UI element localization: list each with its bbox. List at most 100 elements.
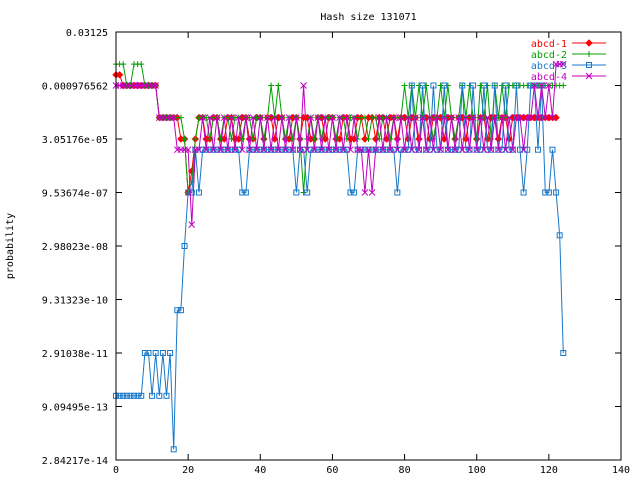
data-point bbox=[282, 146, 289, 154]
data-point bbox=[498, 114, 506, 121]
data-point bbox=[199, 114, 206, 121]
legend-label: abcd-2 bbox=[531, 50, 567, 61]
data-point bbox=[116, 392, 123, 399]
data-point bbox=[484, 114, 491, 121]
plot-series bbox=[112, 60, 567, 453]
data-point bbox=[339, 146, 347, 154]
data-point bbox=[293, 189, 300, 196]
data-point bbox=[300, 189, 307, 196]
data-point bbox=[250, 146, 257, 153]
data-point bbox=[329, 146, 336, 153]
data-point bbox=[542, 189, 549, 196]
data-point bbox=[228, 146, 235, 153]
legend-item: abcd-2 bbox=[531, 50, 606, 61]
data-point bbox=[466, 146, 473, 154]
data-point bbox=[156, 392, 163, 399]
data-point bbox=[311, 136, 318, 142]
data-point bbox=[404, 114, 412, 121]
data-point bbox=[505, 114, 513, 121]
data-point bbox=[214, 146, 220, 153]
data-point bbox=[462, 114, 470, 121]
data-point bbox=[351, 189, 358, 196]
y-tick-label: 2.98023e-08 bbox=[42, 242, 108, 253]
data-point bbox=[444, 82, 451, 89]
data-point bbox=[224, 114, 231, 121]
data-point bbox=[394, 189, 401, 196]
data-point bbox=[315, 146, 321, 153]
legend-label: abcd-1 bbox=[531, 39, 567, 50]
data-point bbox=[336, 114, 343, 121]
data-point bbox=[163, 392, 170, 399]
data-point bbox=[416, 82, 422, 89]
data-point bbox=[127, 392, 134, 399]
data-point bbox=[401, 82, 408, 89]
data-point bbox=[340, 114, 347, 121]
data-point bbox=[213, 114, 221, 121]
data-point bbox=[423, 82, 430, 89]
data-point bbox=[586, 51, 592, 57]
y-tick-label: 2.84217e-14 bbox=[42, 456, 108, 467]
data-point bbox=[476, 114, 484, 121]
y-axis-label: probability bbox=[5, 213, 16, 279]
data-point bbox=[274, 146, 282, 154]
data-point bbox=[195, 146, 203, 154]
data-point bbox=[516, 114, 524, 121]
data-point bbox=[296, 146, 304, 154]
data-point bbox=[405, 146, 412, 153]
data-point bbox=[484, 146, 491, 153]
data-point bbox=[264, 114, 271, 121]
data-point bbox=[408, 146, 416, 154]
data-point bbox=[520, 146, 527, 154]
legend-label: abcd-3 bbox=[531, 61, 567, 72]
data-point bbox=[253, 146, 261, 154]
data-point bbox=[235, 146, 242, 153]
data-point bbox=[343, 146, 350, 153]
data-point bbox=[541, 114, 549, 121]
data-point bbox=[372, 114, 379, 121]
data-point bbox=[167, 350, 174, 356]
series-abcd-4 bbox=[112, 60, 567, 228]
x-tick-label: 140 bbox=[612, 465, 630, 476]
data-point bbox=[412, 114, 419, 121]
data-point bbox=[249, 114, 257, 121]
data-point bbox=[271, 146, 278, 153]
data-point bbox=[585, 39, 593, 47]
data-point bbox=[174, 307, 181, 314]
data-point bbox=[527, 114, 535, 121]
data-point bbox=[502, 146, 509, 154]
data-point bbox=[466, 82, 473, 89]
data-point bbox=[487, 146, 495, 154]
data-point bbox=[397, 146, 404, 153]
data-point bbox=[336, 146, 343, 153]
data-point bbox=[513, 82, 520, 89]
data-point bbox=[430, 82, 437, 89]
data-point bbox=[235, 114, 242, 121]
data-point bbox=[115, 71, 124, 79]
data-point bbox=[387, 136, 394, 142]
data-point bbox=[120, 392, 127, 399]
data-point bbox=[307, 114, 315, 121]
data-point bbox=[268, 82, 275, 89]
series-abcd-2 bbox=[113, 61, 567, 196]
data-point bbox=[318, 136, 325, 142]
data-point bbox=[231, 146, 239, 154]
data-point bbox=[383, 146, 390, 153]
data-point bbox=[210, 146, 217, 154]
data-point bbox=[192, 136, 199, 142]
data-point bbox=[491, 82, 498, 89]
data-point bbox=[199, 146, 206, 153]
data-point bbox=[217, 146, 224, 154]
data-point bbox=[304, 189, 311, 196]
data-point bbox=[458, 146, 466, 154]
data-point bbox=[534, 114, 542, 121]
data-point bbox=[527, 82, 534, 89]
data-point bbox=[238, 146, 246, 154]
data-point bbox=[239, 136, 246, 142]
data-point bbox=[333, 136, 340, 142]
data-point bbox=[448, 114, 455, 121]
data-point bbox=[393, 135, 402, 143]
data-point bbox=[559, 60, 567, 68]
data-point bbox=[365, 146, 372, 154]
data-point bbox=[545, 189, 552, 196]
